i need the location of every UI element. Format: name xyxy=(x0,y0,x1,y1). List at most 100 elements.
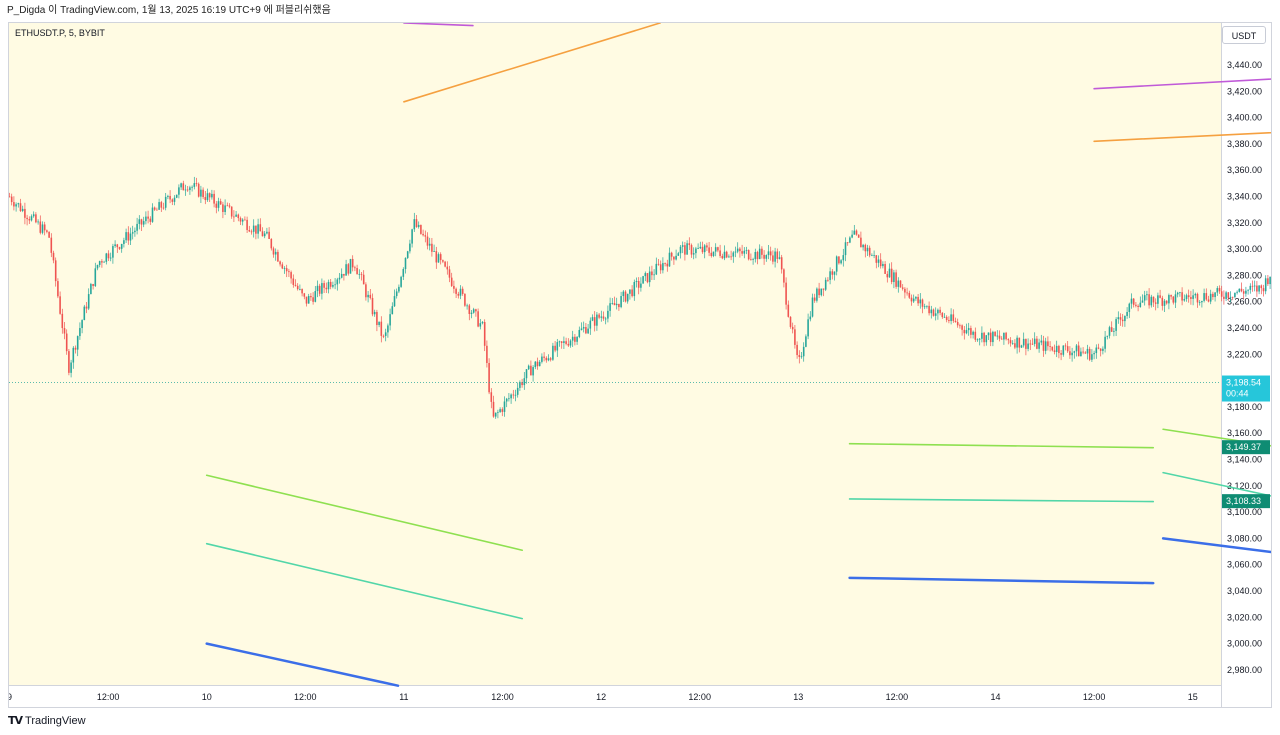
trend-line[interactable] xyxy=(848,442,1155,449)
candle-up xyxy=(972,331,974,335)
candle-up xyxy=(466,305,468,307)
candle-up xyxy=(1124,315,1126,322)
candle-down xyxy=(1212,293,1214,298)
candle-up xyxy=(79,328,81,337)
candle-down xyxy=(961,325,963,330)
candle-up xyxy=(587,328,589,334)
candle-down xyxy=(457,293,460,296)
candle-up xyxy=(926,305,928,307)
candle-down xyxy=(970,328,972,335)
candle-up xyxy=(395,291,398,297)
trend-line[interactable] xyxy=(403,23,474,27)
candle-down xyxy=(860,237,862,248)
candle-down xyxy=(1207,299,1210,302)
candle-up xyxy=(516,387,519,395)
candle-down xyxy=(908,292,911,298)
candle-up xyxy=(211,193,213,198)
candle-up xyxy=(532,367,534,376)
y-tick-label: 3,300.00 xyxy=(1227,244,1262,254)
candle-down xyxy=(1077,345,1080,357)
candle-down xyxy=(1058,345,1060,354)
candle-up xyxy=(437,254,440,263)
candle-down xyxy=(637,281,640,288)
candle-up xyxy=(1044,341,1047,351)
candle-up xyxy=(505,398,508,402)
candle-down xyxy=(13,202,15,207)
candle-up xyxy=(1130,298,1133,304)
chart-frame[interactable]: 3,440.00 3,420.00 3,400.00 3,380.00 3,360.00… xyxy=(8,22,1272,708)
y-tick-label: 2,980.00 xyxy=(1227,665,1262,675)
candle-down xyxy=(1154,302,1157,304)
candle-up xyxy=(919,299,922,304)
level-price-tag xyxy=(1222,494,1270,509)
candle-up xyxy=(992,331,994,343)
candle-up xyxy=(125,232,127,241)
candle-down xyxy=(431,243,433,252)
candle-up xyxy=(417,224,420,227)
candle-down xyxy=(477,311,479,327)
candle-up xyxy=(123,240,125,244)
candle-up xyxy=(235,214,237,217)
candle-down xyxy=(741,251,743,254)
candle-down xyxy=(910,297,913,302)
trend-line[interactable] xyxy=(403,23,662,103)
candle-down xyxy=(624,291,627,302)
candle-up xyxy=(1104,336,1106,349)
candle-down xyxy=(567,343,570,346)
candle-up xyxy=(1174,294,1177,303)
candle-down xyxy=(618,303,620,308)
trend-line[interactable] xyxy=(1093,77,1271,90)
candle-up xyxy=(96,264,99,269)
candle-up xyxy=(1168,295,1170,304)
trend-line[interactable] xyxy=(1161,537,1271,584)
footer-brand[interactable]: 𝗧𝗩 TradingView xyxy=(8,712,86,730)
y-tick-label: 3,380.00 xyxy=(1227,139,1262,149)
candle-up xyxy=(552,345,554,360)
candle-up xyxy=(1249,285,1252,290)
candle-up xyxy=(967,328,970,331)
y-tick-label: 3,280.00 xyxy=(1227,270,1262,280)
candle-down xyxy=(1049,346,1051,347)
candle-up xyxy=(1214,292,1216,298)
y-tick-label: 3,220.00 xyxy=(1227,349,1262,359)
candle-down xyxy=(602,316,605,319)
candle-up xyxy=(145,216,147,222)
candle-down xyxy=(846,242,849,244)
candle-up xyxy=(912,298,915,302)
trend-line[interactable] xyxy=(205,642,400,687)
candle-up xyxy=(934,313,937,316)
candle-down xyxy=(890,268,893,283)
candle-up xyxy=(472,309,475,313)
plot-area[interactable] xyxy=(9,23,1221,685)
candle-down xyxy=(1060,353,1062,355)
candle-up xyxy=(470,312,473,314)
candle-down xyxy=(127,232,130,241)
candle-up xyxy=(87,294,90,309)
candle-up xyxy=(340,273,343,278)
candle-down xyxy=(1267,278,1269,285)
candle-up xyxy=(158,202,160,210)
candle-down xyxy=(855,230,858,235)
candle-up xyxy=(398,286,400,292)
candle-up xyxy=(497,411,499,413)
trend-line[interactable] xyxy=(205,474,524,552)
candle-down xyxy=(783,269,785,283)
price-chart[interactable]: 3,440.00 3,420.00 3,400.00 3,380.00 3,360.00… xyxy=(9,23,1271,707)
candle-up xyxy=(538,361,541,367)
candle-down xyxy=(169,195,171,200)
candle-up xyxy=(400,276,402,287)
candle-down xyxy=(461,288,464,294)
trend-line[interactable] xyxy=(848,498,1155,503)
trend-line[interactable] xyxy=(1093,131,1271,143)
candle-down xyxy=(1119,317,1122,320)
candle-up xyxy=(596,314,598,326)
candle-up xyxy=(699,246,702,249)
candle-up xyxy=(1229,296,1232,298)
candle-up xyxy=(1086,348,1089,354)
candle-up xyxy=(692,253,695,255)
y-tick-label: 3,360.00 xyxy=(1227,165,1262,175)
currency-button[interactable]: USDT xyxy=(1222,26,1266,44)
trend-line[interactable] xyxy=(205,542,524,620)
trend-line[interactable] xyxy=(848,576,1155,585)
candle-down xyxy=(268,231,270,239)
